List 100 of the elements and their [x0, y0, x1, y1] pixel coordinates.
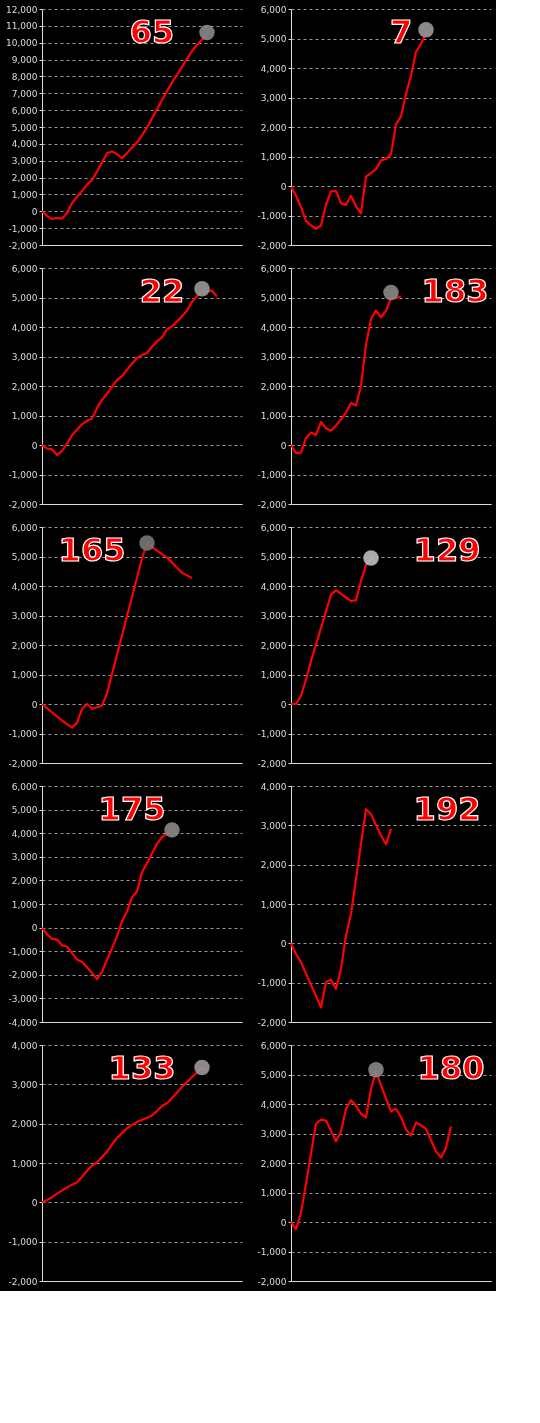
y-tick-label: -2,000	[8, 499, 38, 510]
y-tick-label: 3,000	[11, 852, 38, 863]
y-tick-label: 1,000	[11, 670, 38, 680]
y-tick-label: -1,000	[257, 729, 287, 739]
y-tick-label: 3,000	[260, 820, 287, 831]
y-tick-label: 7,000	[11, 88, 38, 99]
y-tick-label: 4,000	[11, 581, 38, 592]
chart-title: 175	[98, 790, 166, 828]
y-tick-label: 3,000	[260, 352, 287, 362]
y-tick-label: 5,000	[260, 1070, 287, 1080]
y-tick-label: 6,000	[11, 781, 38, 792]
chart-title: 183	[421, 272, 489, 310]
y-tick-label: 2,000	[11, 381, 38, 392]
y-tick-label: -1,000	[8, 470, 38, 480]
y-tick-label: 1,000	[260, 670, 287, 680]
chart-title: 180	[417, 1049, 485, 1087]
y-tick-label: 5,000	[11, 293, 38, 303]
y-tick-label: 0	[31, 206, 38, 217]
chart-title: 129	[413, 531, 481, 569]
y-tick-label: -2,000	[8, 240, 38, 251]
y-tick-label: -3,000	[8, 993, 38, 1004]
y-tick-label: 2,000	[260, 381, 287, 392]
y-tick-label: 2,000	[11, 173, 38, 184]
y-tick-label: 1,000	[11, 411, 38, 421]
y-tick-label: -2,000	[8, 970, 38, 981]
y-tick-label: 2,000	[260, 860, 287, 871]
y-tick-label: 12,000	[6, 4, 38, 15]
y-tick-label: 2,000	[260, 640, 287, 651]
y-tick-label: 2,000	[11, 1119, 38, 1130]
y-tick-label: -2,000	[257, 240, 287, 251]
chart-title: 65	[129, 13, 175, 51]
y-tick-label: 0	[31, 1197, 38, 1208]
y-tick-label: 1,000	[11, 899, 38, 910]
y-tick-label: 2,000	[260, 1158, 287, 1169]
line-series	[289, 808, 393, 1009]
y-tick-label: 11,000	[6, 21, 38, 32]
y-tick-label: 1,000	[260, 1188, 287, 1198]
y-tick-label: 4,000	[260, 322, 287, 333]
y-tick-label: 6,000	[260, 1040, 287, 1051]
y-tick-label: 6,000	[11, 263, 38, 274]
y-tick-label: -1,000	[257, 211, 287, 221]
y-tick-label: 0	[31, 699, 38, 710]
y-tick-label: 3,000	[260, 611, 287, 621]
y-tick-label: 6,000	[11, 522, 38, 533]
y-tick-label: 1,000	[11, 1158, 38, 1169]
y-tick-label: 3,000	[11, 156, 38, 167]
y-tick-label: 0	[280, 181, 287, 192]
y-tick-label: -2,000	[257, 1276, 287, 1287]
y-tick-label: 1,000	[260, 152, 287, 162]
y-tick-label: 5,000	[11, 552, 38, 562]
y-tick-label: 10,000	[6, 38, 38, 49]
y-tick-label: -2,000	[257, 758, 287, 769]
y-tick-label: -1,000	[257, 1247, 287, 1257]
y-tick-label: -2,000	[8, 1276, 38, 1287]
y-tick-label: 2,000	[11, 640, 38, 651]
y-tick-label: -1,000	[8, 729, 38, 739]
y-tick-label: 3,000	[11, 611, 38, 621]
y-tick-label: -2,000	[8, 758, 38, 769]
y-tick-label: 6,000	[260, 4, 287, 15]
chart-title: 22	[139, 272, 185, 310]
y-tick-label: 4,000	[11, 1040, 38, 1051]
y-tick-label: 5,000	[11, 122, 38, 133]
y-tick-label: 0	[31, 923, 38, 934]
y-tick-label: 1,000	[260, 411, 287, 421]
y-tick-label: 6,000	[260, 263, 287, 274]
y-tick-label: 0	[280, 1217, 287, 1228]
y-tick-label: -2,000	[257, 499, 287, 510]
y-tick-label: 0	[31, 440, 38, 451]
y-tick-label: 4,000	[260, 1099, 287, 1110]
y-tick-label: -1,000	[8, 946, 38, 957]
chart-title: 165	[58, 531, 126, 569]
y-tick-label: 3,000	[260, 93, 287, 103]
y-tick-label: 5,000	[260, 293, 287, 303]
y-tick-label: -1,000	[8, 1237, 38, 1248]
y-tick-label: 2,000	[11, 875, 38, 886]
y-tick-label: 1,000	[11, 189, 38, 200]
y-tick-label: 4,000	[11, 322, 38, 333]
y-tick-label: 6,000	[11, 105, 38, 116]
y-tick-label: 1,000	[260, 899, 287, 910]
y-tick-label: 4,000	[11, 828, 38, 839]
y-tick-label: 4,000	[11, 139, 38, 150]
chart-title: 7	[389, 13, 413, 51]
y-tick-label: 0	[280, 440, 287, 451]
y-tick-label: 4,000	[260, 781, 287, 792]
y-tick-label: -1,000	[257, 978, 287, 989]
y-tick-label: 0	[280, 699, 287, 710]
y-tick-label: -2,000	[257, 1017, 287, 1028]
y-tick-label: 5,000	[260, 34, 287, 44]
y-tick-label: 0	[280, 938, 287, 949]
y-tick-label: 2,000	[260, 122, 287, 133]
y-tick-label: 8,000	[11, 71, 38, 82]
y-tick-label: -4,000	[8, 1017, 38, 1028]
y-tick-label: 4,000	[260, 581, 287, 592]
y-tick-label: 3,000	[260, 1129, 287, 1139]
y-tick-label: -1,000	[8, 223, 38, 234]
y-tick-label: 4,000	[260, 63, 287, 74]
y-tick-label: 3,000	[11, 352, 38, 362]
y-tick-label: 5,000	[260, 552, 287, 562]
y-tick-label: 3,000	[11, 1079, 38, 1090]
y-tick-label: -1,000	[257, 470, 287, 480]
